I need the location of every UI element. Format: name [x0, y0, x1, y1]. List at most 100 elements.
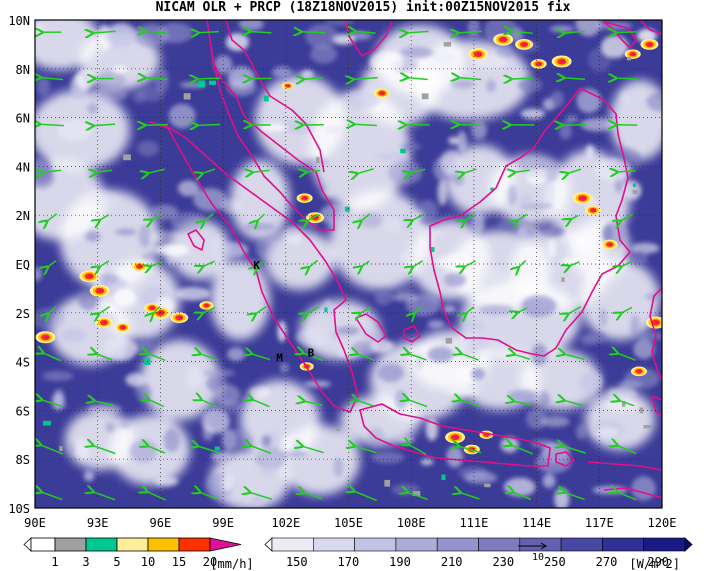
precip-cell — [560, 59, 565, 64]
wind-arrow — [204, 213, 214, 222]
olr-cbar-tick: 190 — [389, 555, 411, 569]
cloud-detail — [464, 471, 497, 484]
station-label: M — [276, 352, 283, 365]
light-precip-speck — [214, 446, 220, 451]
cloud-detail — [477, 266, 505, 287]
cloud-detail — [59, 327, 87, 343]
cloud-detail — [500, 436, 519, 453]
wind-arrow — [303, 78, 323, 80]
cloud-detail — [460, 319, 485, 333]
cloud-detail — [377, 363, 405, 383]
cloud-detail — [125, 373, 146, 387]
precip-cell — [538, 62, 542, 66]
wind-arrow — [151, 214, 162, 220]
precip-cell — [88, 274, 93, 278]
precip-cbar-unit: [mm/h] — [210, 557, 253, 571]
wind-arrow — [202, 168, 216, 174]
olr-cbar-arrow-left — [264, 537, 273, 552]
cloud-detail — [214, 384, 241, 406]
cloud-detail — [453, 173, 464, 186]
wind-arrow — [145, 31, 168, 33]
coastline-sulawesi-arm — [651, 395, 662, 417]
olr-cbar-box — [436, 537, 479, 552]
wind-arrow — [354, 491, 377, 502]
cloud-detail — [518, 77, 542, 93]
cloud-patch — [265, 230, 335, 290]
wind-reference-label: 10 — [532, 552, 544, 563]
cloud-detail — [83, 470, 95, 482]
precip-cell — [581, 196, 586, 200]
cloud-detail — [519, 194, 532, 203]
cloud-detail — [565, 115, 579, 123]
wind-arrow — [201, 400, 217, 408]
cloud-detail — [399, 251, 417, 264]
cloud-detail — [535, 451, 572, 474]
wind-arrow — [40, 445, 64, 455]
cloud-detail — [305, 24, 338, 49]
cloud-detail — [118, 421, 131, 428]
cloud-detail — [547, 239, 557, 258]
olr-cbar-box — [560, 537, 603, 552]
light-precip-speck — [43, 420, 51, 426]
olr-colorbar: 150 170 190 210 230 250 270 290[W/m^2] 10 — [264, 537, 693, 571]
cloud-detail — [432, 50, 458, 65]
map-frame — [34, 19, 663, 509]
cloud-detail — [149, 230, 182, 243]
lon-tick-label: 120E — [648, 516, 677, 530]
light-precip-speck — [490, 187, 494, 191]
cloud-detail — [301, 69, 314, 79]
cloud-detail — [57, 119, 92, 141]
wind-arrow — [354, 446, 377, 454]
light-precip-speck — [627, 56, 631, 61]
cloud-patch — [580, 260, 660, 340]
precip-cbar-box — [30, 537, 56, 552]
cloud-detail — [87, 191, 121, 208]
wind-arrow — [147, 446, 166, 454]
wind-arrow — [564, 400, 585, 407]
cloud-detail — [496, 220, 515, 229]
wind-arrow — [99, 260, 110, 267]
wind-arrow — [569, 261, 580, 266]
coastline-nusa-tenggara — [587, 461, 662, 471]
cloud-detail — [446, 388, 480, 395]
wind-arrow — [513, 492, 532, 501]
lon-tick-label: 108E — [397, 516, 426, 530]
precip-cell — [287, 84, 291, 87]
precipitation-layer — [35, 33, 662, 496]
wind-arrow — [568, 168, 582, 173]
wind-arrow — [511, 445, 534, 455]
olr-cbar-unit: [W/m^2] — [629, 557, 680, 571]
cloud-detail — [450, 78, 475, 89]
wind-arrow — [99, 214, 110, 221]
light-precip-speck — [198, 80, 206, 88]
cloud-detail — [394, 390, 408, 410]
wind-arrow — [518, 259, 527, 267]
precip-cell — [609, 243, 613, 246]
wind-arrow — [407, 78, 428, 80]
precip-cell — [648, 42, 653, 46]
precip-cbar-arrow-right — [209, 537, 242, 552]
olr-cbar-box — [478, 537, 521, 552]
wind-arrow — [148, 168, 165, 173]
light-precip-speck — [643, 425, 652, 429]
olr-cbar-tick: 290 — [647, 555, 669, 569]
cloud-detail — [134, 23, 169, 48]
wind-arrow — [96, 354, 113, 361]
wind-arrow — [93, 492, 116, 501]
cloud-detail — [310, 44, 338, 64]
wind-arrow — [414, 306, 422, 314]
cloud-detail — [601, 35, 629, 59]
cloud-detail — [333, 457, 344, 478]
cloud-patch — [610, 80, 662, 160]
cloud-detail — [374, 289, 393, 306]
wind-arrow — [257, 213, 266, 221]
lat-tick-label: 10N — [8, 14, 30, 28]
wind-arrow — [511, 31, 533, 33]
wind-arrow — [93, 445, 116, 455]
wind-arrow — [150, 260, 163, 267]
wind-arrow — [197, 125, 221, 126]
cloud-detail — [106, 23, 136, 48]
cloud-detail — [98, 272, 118, 286]
precip-cbar-tick: 10 — [141, 555, 155, 569]
cloud-detail — [443, 272, 467, 287]
